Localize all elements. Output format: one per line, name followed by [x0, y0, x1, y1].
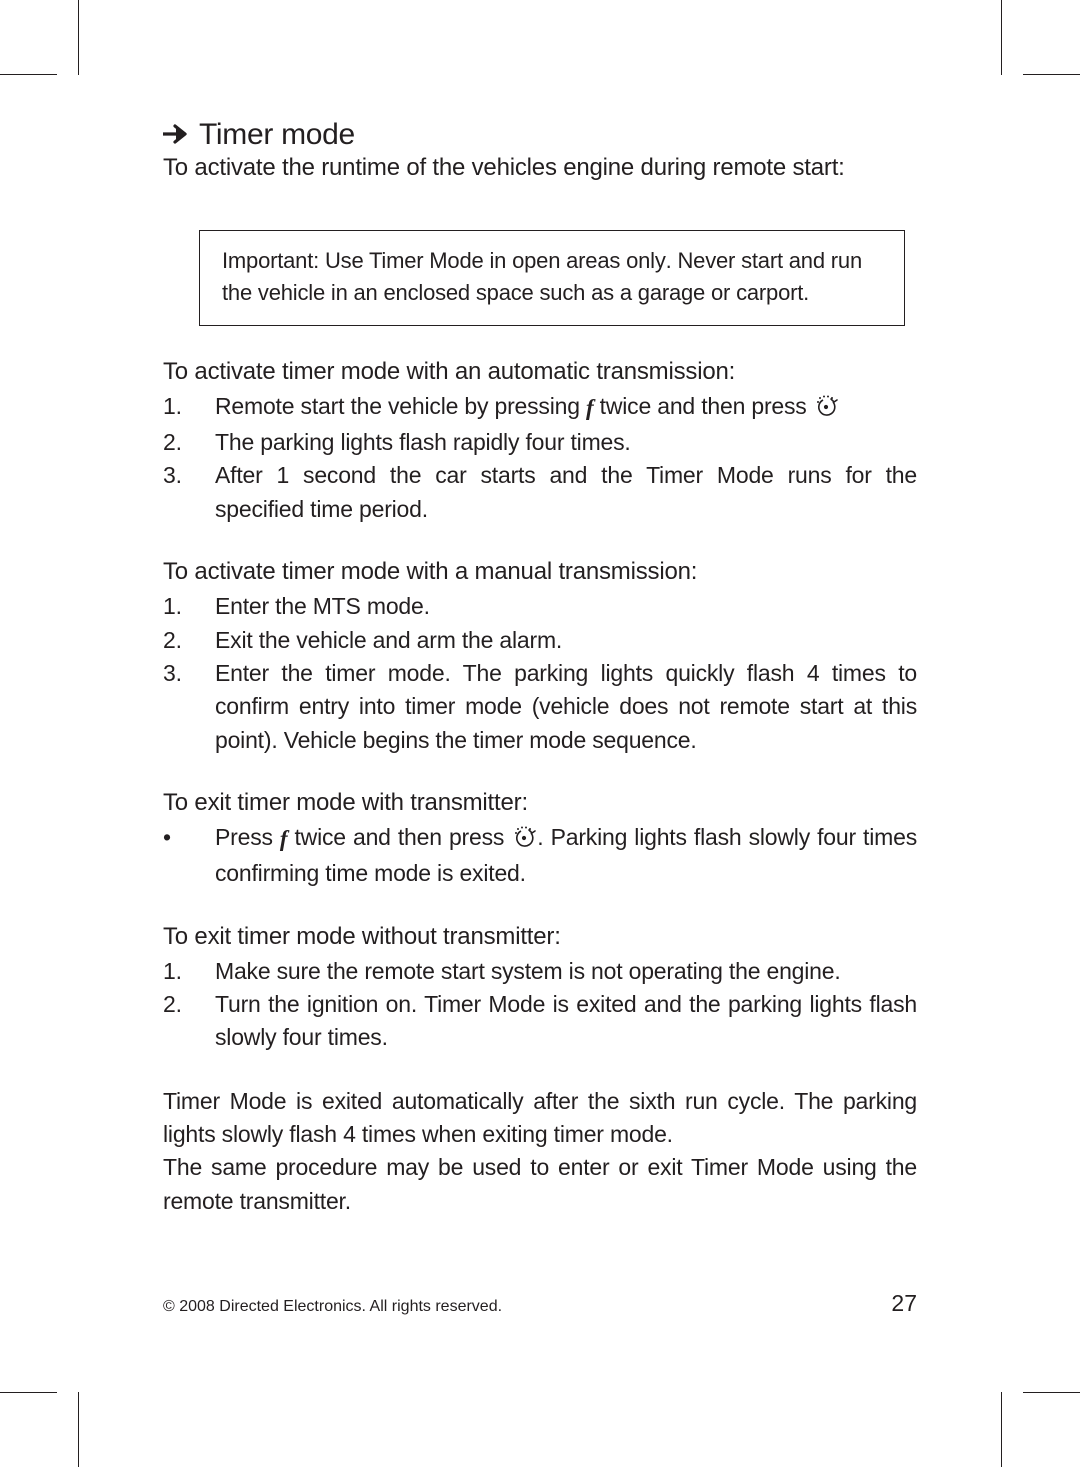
step-text: Exit the vehicle and arm the alarm. — [215, 624, 917, 657]
page-footer: © 2008 Directed Electronics. All rights … — [163, 1290, 917, 1317]
section-title-text: Timer mode — [199, 118, 355, 152]
exit-without-steps: 1. Make sure the remote start system is … — [163, 955, 917, 1055]
crop-mark-bl — [0, 1392, 79, 1467]
step-text: Remote start the vehicle by pressing f t… — [215, 390, 917, 426]
auto-heading: To activate timer mode with an automatic… — [163, 358, 917, 386]
step-text: Make sure the remote start system is not… — [215, 955, 917, 988]
closing-paragraph-2: The same procedure may be used to enter … — [163, 1151, 917, 1218]
list-item: 1. Make sure the remote start system is … — [163, 955, 917, 988]
list-item: 1. Remote start the vehicle by pressing … — [163, 390, 917, 426]
step-text: The parking lights flash rapidly four ti… — [215, 426, 917, 459]
step-number: 2. — [163, 988, 215, 1055]
remote-start-icon — [813, 393, 839, 426]
step-text: Enter the MTS mode. — [215, 590, 917, 623]
auto-steps: 1. Remote start the vehicle by pressing … — [163, 390, 917, 526]
step-number: 2. — [163, 624, 215, 657]
copyright-text: © 2008 Directed Electronics. All rights … — [163, 1298, 502, 1316]
step-number: 2. — [163, 426, 215, 459]
step-number: 3. — [163, 657, 215, 757]
step-number: 1. — [163, 590, 215, 623]
exit-with-heading: To exit timer mode with transmitter: — [163, 789, 917, 817]
manual-steps: 1. Enter the MTS mode. 2. Exit the vehic… — [163, 590, 917, 757]
step-text: Press f twice and then press . Parking l… — [215, 821, 917, 891]
section-subtitle: To activate the runtime of the vehicles … — [163, 154, 917, 182]
closing-paragraph-1: Timer Mode is exited automatically after… — [163, 1085, 917, 1152]
step-text: Enter the timer mode. The parking lights… — [215, 657, 917, 757]
list-item: 2. The parking lights flash rapidly four… — [163, 426, 917, 459]
page-number: 27 — [891, 1290, 917, 1317]
text-fragment: twice and then press — [287, 824, 511, 850]
list-item: 2. Exit the vehicle and arm the alarm. — [163, 624, 917, 657]
manual-heading: To activate timer mode with a manual tra… — [163, 558, 917, 586]
step-text: After 1 second the car starts and the Ti… — [215, 459, 917, 526]
list-item: 3. After 1 second the car starts and the… — [163, 459, 917, 526]
crop-mark-tl — [0, 0, 79, 75]
callout-strong-1: Important: — [222, 248, 319, 273]
exit-without-heading: To exit timer mode without transmitter: — [163, 923, 917, 951]
list-item: 3. Enter the timer mode. The parking lig… — [163, 657, 917, 757]
crop-mark-tr — [1001, 0, 1080, 75]
callout-text-1: Use Timer Mode in open areas — [319, 248, 626, 273]
step-number: 1. — [163, 955, 215, 988]
step-text: Turn the ignition on. Timer Mode is exit… — [215, 988, 917, 1055]
list-item: 2. Turn the ignition on. Timer Mode is e… — [163, 988, 917, 1055]
list-item: • Press f twice and then press . Parking… — [163, 821, 917, 891]
step-number: 3. — [163, 459, 215, 526]
page-content: Timer mode To activate the runtime of th… — [163, 118, 917, 1218]
arrow-right-icon — [163, 118, 189, 152]
crop-mark-br — [1001, 1392, 1080, 1467]
text-fragment: Press — [215, 824, 280, 850]
list-item: 1. Enter the MTS mode. — [163, 590, 917, 623]
exit-with-list: • Press f twice and then press . Parking… — [163, 821, 917, 891]
remote-start-icon — [511, 824, 537, 857]
text-fragment: Remote start the vehicle by pressing — [215, 393, 586, 419]
step-number: 1. — [163, 390, 215, 426]
bullet-marker: • — [163, 821, 215, 891]
callout-strong-2: only — [626, 248, 666, 273]
important-callout: Important: Use Timer Mode in open areas … — [199, 230, 905, 326]
section-title: Timer mode — [163, 118, 917, 152]
text-fragment: twice and then press — [593, 393, 812, 419]
